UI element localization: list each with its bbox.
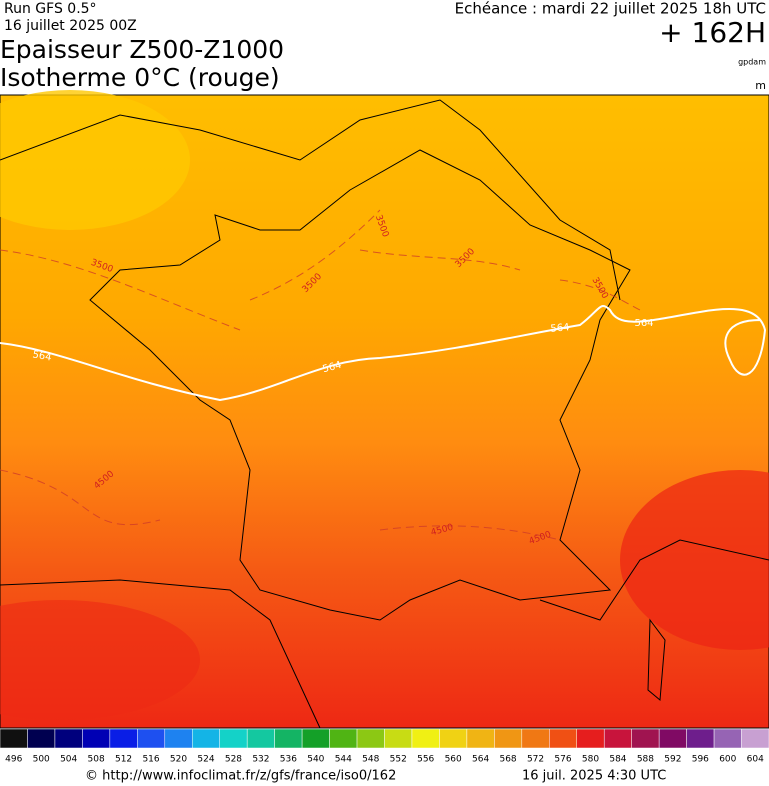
run-date: 16 juillet 2025 00Z bbox=[4, 18, 137, 34]
source-url: © http://www.infoclimat.fr/z/gfs/france/… bbox=[85, 769, 396, 784]
legend-swatch bbox=[192, 728, 220, 749]
legend-label: 548 bbox=[362, 755, 379, 765]
legend-label: 528 bbox=[225, 755, 242, 765]
legend-swatch bbox=[356, 728, 385, 749]
legend-swatch bbox=[137, 728, 166, 749]
legend-swatch bbox=[411, 728, 440, 749]
legend-swatch bbox=[521, 728, 550, 749]
legend-label: 560 bbox=[445, 755, 462, 765]
run-label: Run GFS 0.5° bbox=[4, 1, 97, 17]
map-field bbox=[620, 470, 769, 650]
legend-label: 496 bbox=[5, 755, 22, 765]
legend-swatch bbox=[164, 728, 193, 749]
country-border bbox=[89, 149, 631, 621]
legend-swatch bbox=[686, 728, 715, 749]
isotherm-contour bbox=[0, 469, 561, 541]
lead-time: + 162H bbox=[659, 16, 766, 49]
thickness-label: 564 bbox=[32, 349, 53, 363]
timestamp: 16 juil. 2025 4:30 UTC bbox=[522, 769, 666, 784]
legend-swatch bbox=[219, 728, 248, 749]
legend-label: 544 bbox=[335, 755, 352, 765]
legend-label: 504 bbox=[60, 755, 77, 765]
legend-label: 588 bbox=[637, 755, 654, 765]
legend-swatch bbox=[576, 728, 605, 749]
legend-swatch bbox=[27, 728, 56, 749]
legend-label: 564 bbox=[472, 755, 489, 765]
unit-thickness: gpdam bbox=[738, 58, 766, 67]
coastline bbox=[539, 539, 769, 701]
coastline bbox=[0, 579, 321, 729]
legend-label: 536 bbox=[280, 755, 297, 765]
legend-swatch bbox=[0, 728, 28, 749]
legend-swatch bbox=[274, 728, 303, 749]
legend-swatch bbox=[713, 728, 742, 749]
thickness-contour bbox=[0, 305, 767, 402]
legend-swatch bbox=[82, 728, 111, 749]
legend-swatch bbox=[329, 728, 358, 749]
title-line1: Epaisseur Z500-Z1000 bbox=[0, 35, 284, 64]
legend-swatch bbox=[384, 728, 413, 749]
legend-label: 520 bbox=[170, 755, 187, 765]
map-field bbox=[0, 600, 200, 720]
legend-label: 572 bbox=[527, 755, 544, 765]
coastline bbox=[0, 99, 621, 301]
legend-swatch bbox=[631, 728, 660, 749]
legend-swatch bbox=[246, 728, 275, 749]
legend-label: 512 bbox=[115, 755, 132, 765]
isotherm-contour bbox=[0, 209, 641, 331]
legend-swatch bbox=[494, 728, 523, 749]
legend-label: 532 bbox=[252, 755, 269, 765]
legend-label: 556 bbox=[417, 755, 434, 765]
unit-isotherm: m bbox=[755, 79, 766, 92]
legend-label: 568 bbox=[499, 755, 516, 765]
legend-label: 552 bbox=[390, 755, 407, 765]
forecast-time: Echéance : mardi 22 juillet 2025 18h UTC bbox=[455, 0, 766, 18]
title-line2: Isotherme 0°C (rouge) bbox=[0, 63, 280, 92]
legend-swatch bbox=[301, 728, 330, 749]
thickness-label: 564 bbox=[550, 322, 570, 335]
legend-label: 604 bbox=[747, 755, 764, 765]
legend-label: 596 bbox=[692, 755, 709, 765]
legend-swatch bbox=[658, 728, 687, 749]
map-field bbox=[0, 90, 190, 230]
legend-swatch bbox=[741, 728, 769, 749]
legend-label: 500 bbox=[33, 755, 50, 765]
legend-swatch bbox=[54, 728, 83, 749]
legend-swatch bbox=[549, 728, 577, 749]
legend-label: 540 bbox=[307, 755, 324, 765]
legend-label: 592 bbox=[664, 755, 681, 765]
legend-label: 580 bbox=[582, 755, 599, 765]
legend-swatch bbox=[466, 728, 495, 749]
legend-label: 508 bbox=[88, 755, 105, 765]
legend-label: 524 bbox=[197, 755, 214, 765]
thickness-label: 564 bbox=[634, 318, 653, 329]
thickness-label: 564 bbox=[321, 360, 342, 376]
legend-swatch bbox=[603, 728, 632, 749]
legend-swatch bbox=[439, 728, 468, 749]
legend-label: 516 bbox=[142, 755, 159, 765]
legend-label: 584 bbox=[609, 755, 626, 765]
legend-swatch bbox=[109, 728, 138, 749]
legend-label: 600 bbox=[719, 755, 736, 765]
legend-label: 576 bbox=[554, 755, 571, 765]
